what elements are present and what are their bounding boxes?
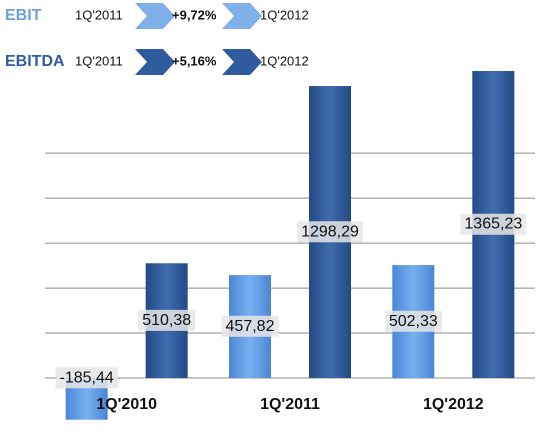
change: +9,72% — [172, 7, 217, 22]
series-name: EBITDA — [5, 53, 65, 70]
value-label: 502,33 — [389, 313, 438, 330]
value-label-bg — [297, 221, 364, 243]
arrow — [222, 3, 262, 29]
header: EBIT 1Q'2011 +9,72% 1Q'2012 EBITDA 1Q'2011 +5,… — [5, 3, 309, 75]
arrow — [222, 49, 262, 75]
value-label: 1298,29 — [301, 223, 359, 240]
to-period: 1Q'2012 — [260, 53, 309, 68]
from-period: 1Q'2011 — [75, 7, 123, 22]
value-label: -185,44 — [60, 369, 114, 386]
grid — [45, 152, 535, 379]
value-label-bg — [221, 315, 279, 337]
value-label-bg — [460, 213, 527, 235]
value-label-bg — [384, 310, 442, 332]
x-tick-label: 1Q'2012 — [423, 396, 484, 413]
change: +5,16% — [172, 53, 217, 68]
labels: -185,44 510,38 1Q'2010 457,82 1298,29 1Q'2011… — [55, 213, 527, 413]
value-label-bg — [55, 367, 118, 389]
bars — [65, 71, 515, 420]
value-label: 1365,23 — [464, 216, 522, 233]
x-tick-label: 1Q'2010 — [96, 396, 157, 413]
arrow — [135, 49, 175, 75]
value-label: 510,38 — [142, 312, 191, 329]
to-period: 1Q'2012 — [260, 7, 309, 22]
value-label-bg — [138, 309, 196, 331]
series-name: EBIT — [5, 7, 42, 24]
arrow — [135, 3, 175, 29]
x-tick-label: 1Q'2011 — [260, 396, 320, 413]
from-period: 1Q'2011 — [75, 53, 123, 68]
value-label: 457,82 — [226, 318, 275, 335]
